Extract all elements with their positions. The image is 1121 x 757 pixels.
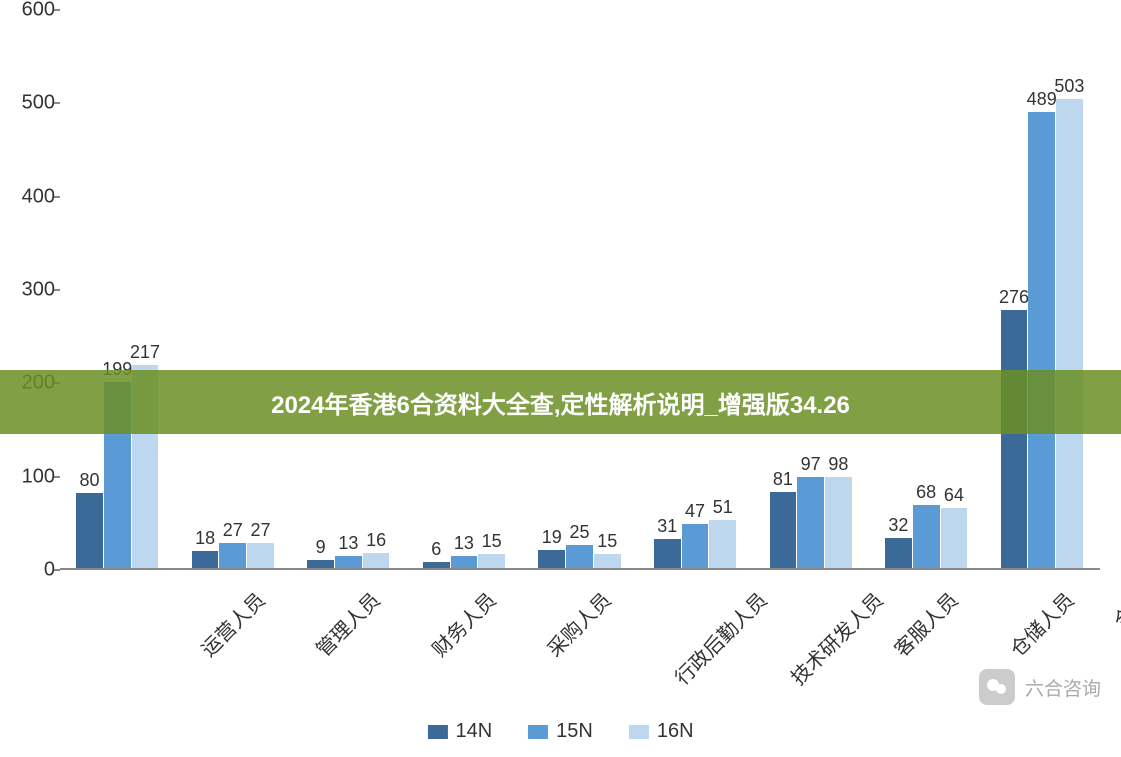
bar: 9	[307, 560, 334, 568]
x-category-label: 运营人员	[193, 585, 270, 662]
bar: 47	[682, 524, 709, 568]
bar: 51	[709, 520, 736, 568]
bar: 80	[76, 493, 103, 568]
bar: 19	[538, 550, 565, 568]
bar-value-label: 64	[944, 485, 964, 506]
x-category-label: 客服人员	[887, 585, 964, 662]
wechat-icon	[979, 669, 1015, 705]
y-tick-mark	[54, 102, 60, 104]
x-category-label: 财务人员	[424, 585, 501, 662]
bar-value-label: 13	[454, 533, 474, 554]
x-category-label: 行政后勤人员	[667, 585, 772, 690]
bar-value-label: 15	[482, 531, 502, 552]
bar: 15	[594, 554, 621, 568]
legend-item: 16N	[629, 720, 694, 743]
bar: 97	[797, 477, 824, 568]
x-category-label: 管理人员	[309, 585, 386, 662]
bar-value-label: 68	[916, 482, 936, 503]
y-tick-label: 100	[5, 465, 55, 488]
bar-value-label: 81	[773, 469, 793, 490]
bar-value-label: 15	[597, 531, 617, 552]
bar-value-label: 27	[251, 520, 271, 541]
bar: 25	[566, 545, 593, 568]
bar: 64	[941, 508, 968, 568]
bar-value-label: 6	[431, 539, 441, 560]
bar: 489	[1028, 112, 1055, 568]
overlay-text: 2024年香港6合资料大全查,定性解析说明_增强版34.26	[271, 385, 850, 420]
y-tick-label: 400	[5, 185, 55, 208]
bar-value-label: 80	[80, 470, 100, 491]
y-tick-mark	[54, 476, 60, 478]
legend: 14N 15N 16N	[427, 720, 693, 743]
bar: 16	[363, 553, 390, 568]
y-tick-label: 500	[5, 92, 55, 115]
legend-swatch	[629, 725, 649, 739]
bar: 68	[913, 505, 940, 568]
y-tick-mark	[54, 196, 60, 198]
overlay-band: 2024年香港6合资料大全查,定性解析说明_增强版34.26	[0, 370, 1121, 434]
bar-value-label: 97	[801, 454, 821, 475]
y-tick-label: 600	[5, 0, 55, 22]
y-tick-mark	[54, 9, 60, 11]
watermark-text: 六合咨询	[1025, 674, 1101, 701]
y-tick-label: 300	[5, 279, 55, 302]
bar-value-label: 503	[1054, 76, 1084, 97]
legend-label: 15N	[556, 720, 593, 743]
bar-value-label: 9	[316, 537, 326, 558]
x-category-label: 技术研发人员	[783, 585, 888, 690]
bar-value-label: 19	[542, 527, 562, 548]
bar-value-label: 31	[657, 516, 677, 537]
bar-value-label: 51	[713, 497, 733, 518]
bar-value-label: 276	[999, 287, 1029, 308]
y-tick-label: 0	[5, 559, 55, 582]
y-tick-mark	[54, 569, 60, 571]
legend-label: 16N	[657, 720, 694, 743]
bar-value-label: 47	[685, 501, 705, 522]
bar: 18	[192, 551, 219, 568]
x-category-label: 采购人员	[540, 585, 617, 662]
legend-item: 15N	[528, 720, 593, 743]
bar: 13	[335, 556, 362, 568]
bar: 81	[770, 492, 797, 568]
bar: 15	[478, 554, 505, 568]
legend-swatch	[528, 725, 548, 739]
bar: 276	[1001, 310, 1028, 568]
bar: 98	[825, 477, 852, 568]
chart-area: 0100200300400500600801992171827279131661…	[60, 10, 1100, 580]
bar-value-label: 98	[828, 454, 848, 475]
bar-value-label: 25	[569, 522, 589, 543]
legend-swatch	[427, 725, 447, 739]
bar: 503	[1056, 99, 1083, 568]
bar-value-label: 27	[223, 520, 243, 541]
bar: 6	[423, 562, 450, 568]
bar-value-label: 32	[888, 515, 908, 536]
bar-value-label: 13	[338, 533, 358, 554]
plot-area: 0100200300400500600801992171827279131661…	[60, 10, 1100, 570]
bar: 31	[654, 539, 681, 568]
legend-item: 14N	[427, 720, 492, 743]
bar: 27	[247, 543, 274, 568]
bar: 32	[885, 538, 912, 568]
bar: 27	[219, 543, 246, 568]
bar: 13	[451, 556, 478, 568]
y-tick-mark	[54, 289, 60, 291]
bar-value-label: 489	[1027, 89, 1057, 110]
legend-label: 14N	[455, 720, 492, 743]
bar-value-label: 217	[130, 342, 160, 363]
bar-value-label: 18	[195, 528, 215, 549]
x-category-label: 合计	[1106, 585, 1121, 634]
x-category-label: 仓储人员	[1002, 585, 1079, 662]
bar-value-label: 16	[366, 530, 386, 551]
watermark: 六合咨询	[979, 669, 1101, 705]
